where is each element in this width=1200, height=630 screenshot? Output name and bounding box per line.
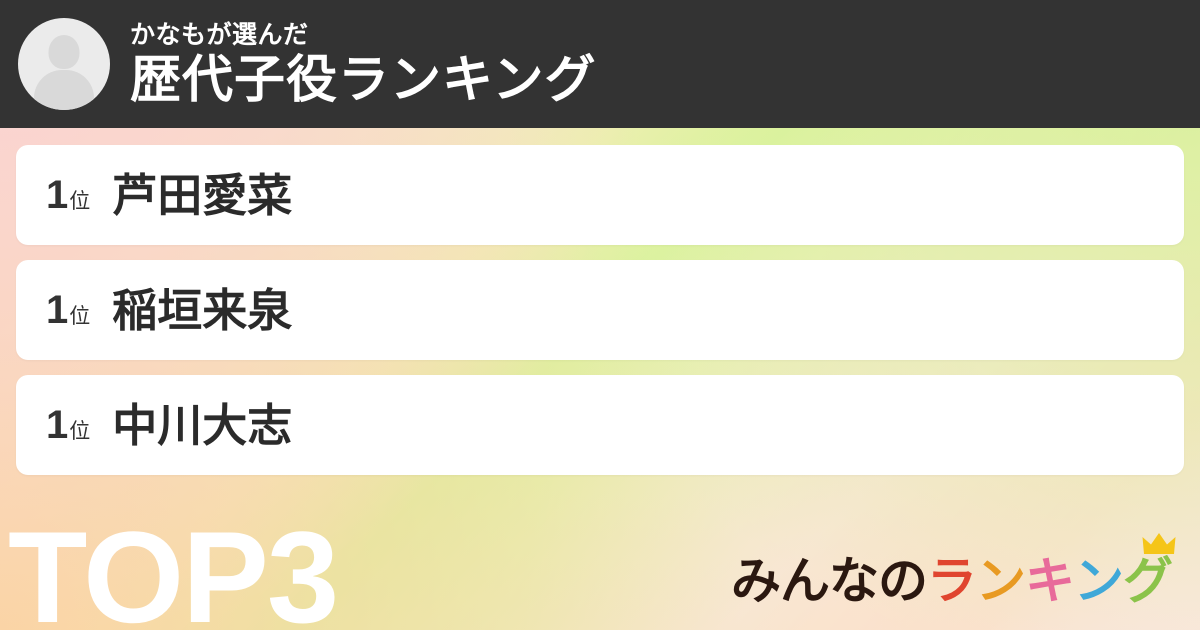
logo-char-ra: ラ (927, 553, 977, 609)
ranking-row-1[interactable]: 1 位 芦田愛菜 (16, 145, 1184, 245)
avatar-body-shape (34, 70, 94, 110)
ranking-row-2[interactable]: 1 位 稲垣来泉 (16, 260, 1184, 360)
rank-number: 1 (46, 403, 69, 447)
logo-char-n1: ン (976, 553, 1026, 609)
header-bar: かなもが選んだ 歴代子役ランキング (0, 0, 1200, 128)
logo-char-n2: ン (1074, 553, 1124, 609)
rank-unit: 位 (69, 420, 91, 443)
rank-badge: 1 位 (46, 290, 90, 330)
rank-entry-name: 芦田愛菜 (112, 169, 293, 221)
header-text-block: かなもが選んだ 歴代子役ランキング (130, 21, 597, 108)
brand-logo[interactable]: みんなの ラ ン キ ン グ (731, 533, 1176, 609)
rank-unit: 位 (69, 305, 91, 328)
logo-char-gu-wrap: グ (1123, 533, 1176, 609)
rank-badge: 1 位 (46, 405, 90, 445)
ranking-list: 1 位 芦田愛菜 1 位 稲垣来泉 1 位 中川大志 (16, 145, 1184, 490)
avatar-head-shape (48, 35, 80, 69)
rank-badge: 1 位 (46, 175, 90, 215)
ranking-row-3[interactable]: 1 位 中川大志 (16, 375, 1184, 475)
rank-unit: 位 (69, 190, 91, 213)
page-title: 歴代子役ランキング (130, 51, 597, 108)
logo-char-gu: グ (1123, 553, 1173, 609)
rank-entry-name: 中川大志 (112, 399, 293, 451)
top3-watermark: TOP3 (8, 504, 339, 630)
header-subtitle: かなもが選んだ (130, 21, 309, 49)
rank-number: 1 (46, 288, 69, 332)
logo-dark-text: みんなの (731, 553, 928, 609)
logo-char-ki: キ (1025, 553, 1075, 609)
user-avatar-icon (18, 18, 110, 110)
rank-entry-name: 稲垣来泉 (112, 284, 293, 336)
rank-number: 1 (46, 173, 69, 217)
crown-icon (1142, 533, 1176, 554)
